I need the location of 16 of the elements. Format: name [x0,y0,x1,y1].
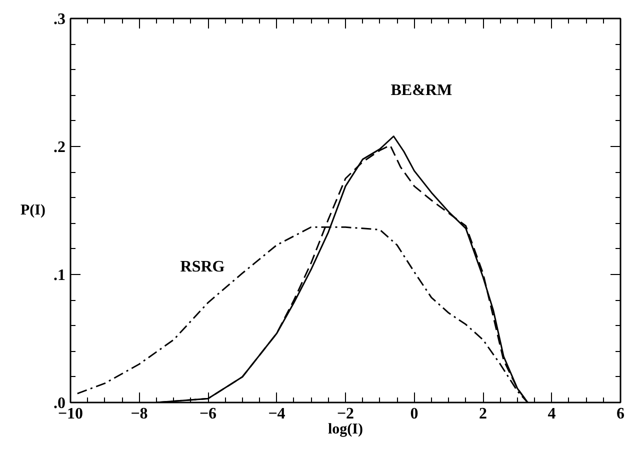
y-tick-label: .3 [54,11,66,28]
annotation: BE&RM [390,82,452,99]
x-tick-label: −6 [199,406,217,422]
x-axis-title: log(I) [328,422,363,438]
y-tick-label: .0 [54,395,66,412]
y-tick-label: .1 [54,267,66,284]
x-tick-label: −8 [130,406,148,422]
x-tick-label: −2 [336,406,354,422]
y-axis-title: P(I) [20,202,46,218]
x-tick-label: −4 [268,406,286,422]
x-tick-label: 0 [410,406,418,422]
x-tick-label: 4 [548,406,556,422]
annotation: RSRG [180,258,226,276]
x-tick-label: 6 [616,406,624,422]
x-tick-label: 2 [479,406,487,422]
y-tick-label: .2 [54,139,66,156]
